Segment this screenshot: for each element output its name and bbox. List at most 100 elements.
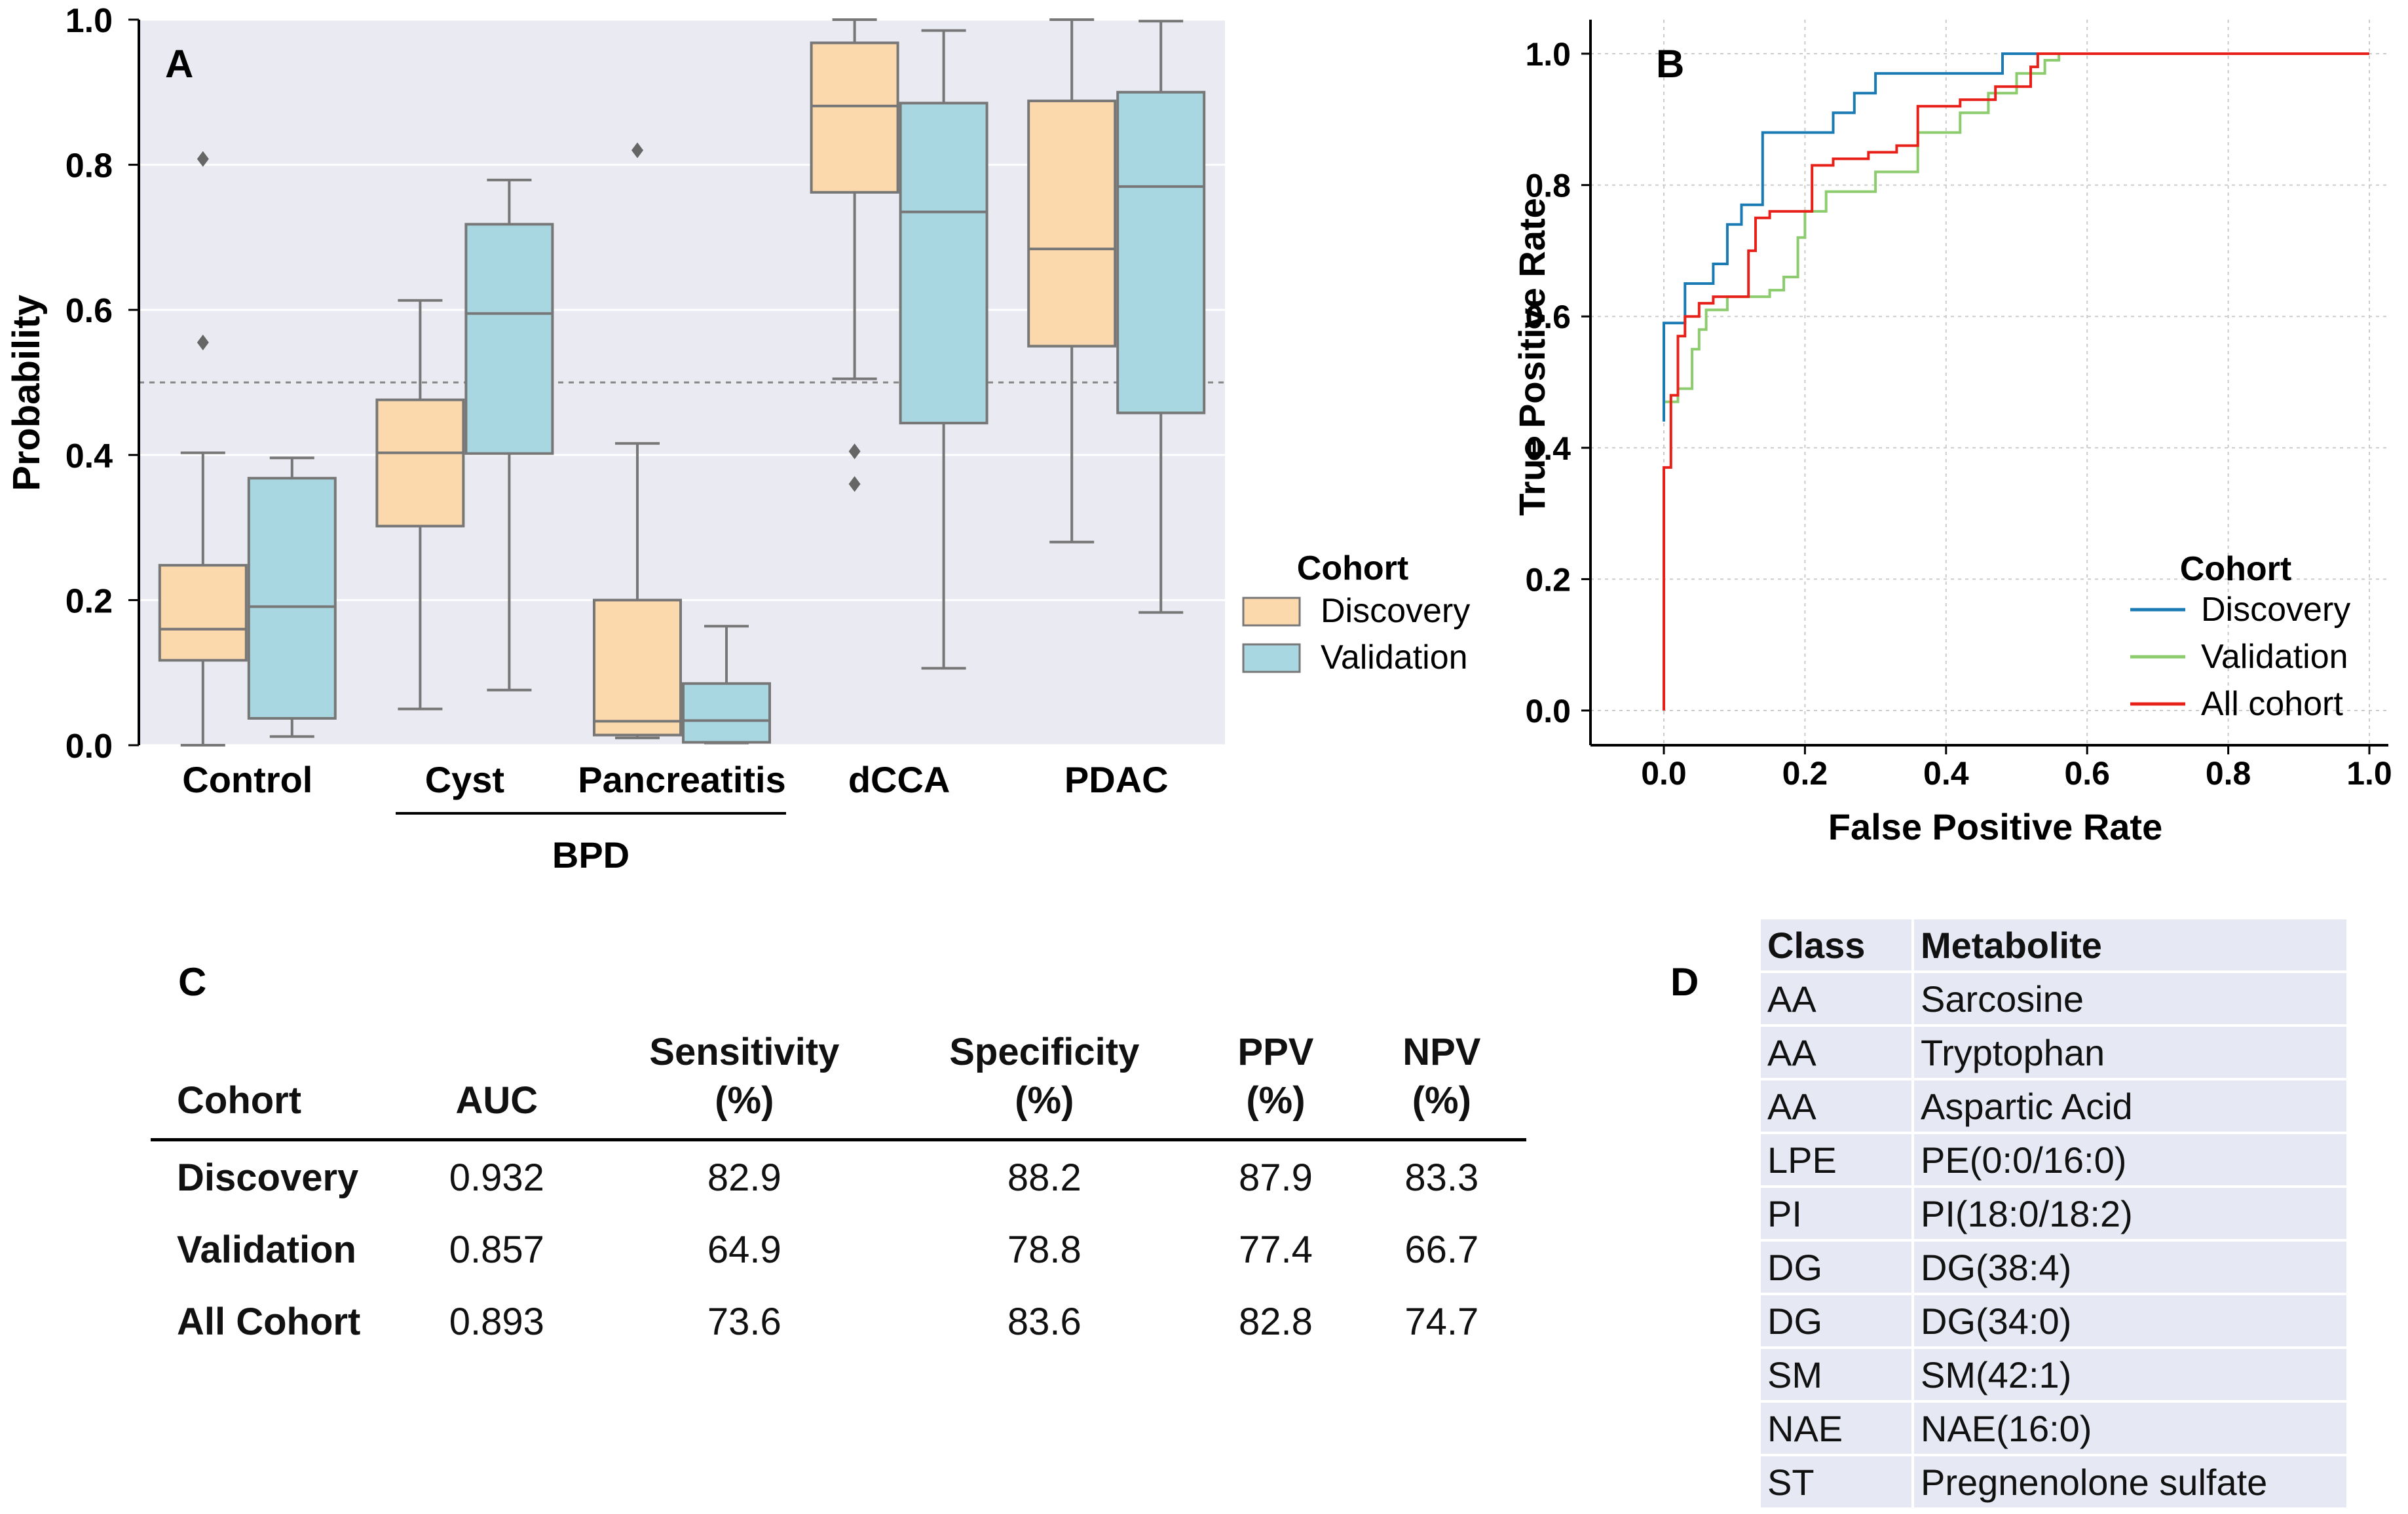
roc-curve-discovery — [1663, 52, 2369, 422]
table-cell: 64.9 — [707, 1228, 781, 1271]
boxplot-legend-label-discovery: Discovery — [1321, 592, 1470, 630]
metabolite-table: Class Metabolite AA Sarcosine AA Tryptopha… — [1761, 917, 2349, 1510]
table-cell: 0.932 — [449, 1156, 544, 1199]
table-cell: 87.9 — [1239, 1156, 1313, 1199]
table-cell: DG — [1761, 1242, 1914, 1293]
table-cell: Validation — [177, 1228, 356, 1271]
table-cell: SM — [1761, 1349, 1914, 1400]
table-cell: ST — [1761, 1456, 1914, 1507]
box-discovery-pancreatitis — [593, 142, 682, 739]
table-cell: LPE — [1761, 1134, 1914, 1185]
table-row: Discovery 0.932 82.9 88.2 87.9 83.3 — [151, 1140, 1526, 1214]
table-row: LPE PE(0:0/16:0) — [1761, 1134, 2349, 1185]
table-cell: 73.6 — [707, 1300, 781, 1343]
box-body — [810, 41, 899, 194]
roc-curves — [1663, 52, 2369, 711]
roc-x-tick-label: 0.4 — [1923, 755, 1969, 792]
roc-plot-area — [1590, 20, 2388, 745]
table-row: All Cohort 0.893 73.6 83.6 82.8 74.7 — [151, 1285, 1526, 1357]
box-body — [247, 477, 337, 720]
box-body — [158, 564, 248, 662]
box-discovery-cyst — [375, 299, 465, 711]
box-outlier — [631, 142, 643, 158]
table-cell: 0.893 — [449, 1300, 544, 1343]
table-row: AA Sarcosine — [1761, 973, 2349, 1024]
table-cell: 83.6 — [1007, 1300, 1082, 1343]
header-metabolite: Metabolite — [1914, 919, 2349, 970]
boxplot-x-tick-label: dCCA — [848, 759, 950, 800]
roc-legend-title: Cohort — [2180, 550, 2291, 588]
table-row: SM SM(42:1) — [1761, 1349, 2349, 1400]
table-row: AA Tryptophan — [1761, 1027, 2349, 1078]
roc-legend-label-all: All cohort — [2201, 685, 2343, 723]
boxplot-legend-label-validation: Validation — [1321, 638, 1468, 676]
header-text: Sensitivity — [649, 1031, 840, 1073]
roc-curve-all-cohort — [1663, 52, 2369, 711]
roc-y-tick-label: 0.6 — [1525, 299, 1571, 335]
roc-x-tick-label: 0.2 — [1782, 755, 1828, 792]
box-validation-pancreatitis — [682, 625, 771, 745]
box-validation-control — [247, 456, 337, 738]
table-cell: Sarcosine — [1914, 973, 2349, 1024]
roc-y-tick-label: 1.0 — [1525, 36, 1571, 73]
roc-y-tick-label: 0.0 — [1525, 693, 1571, 729]
table-cell: Aspartic Acid — [1914, 1080, 2349, 1132]
box-body — [375, 398, 465, 528]
box-body — [1116, 90, 1206, 415]
box-outlier — [848, 443, 861, 460]
boxplot-panel: 0.0 0.2 0.4 0.6 0.8 1.0 Control Cyst Pancreatit… — [5, 2, 1470, 876]
legend-swatch-discovery — [1242, 597, 1301, 627]
box-outlier — [197, 151, 209, 167]
boxplot-legend-title: Cohort — [1297, 549, 1408, 587]
header-text: NPV — [1402, 1031, 1481, 1073]
table-cell: 66.7 — [1404, 1228, 1479, 1271]
table-cell: 78.8 — [1007, 1228, 1082, 1271]
header-class: Class — [1761, 919, 1914, 970]
roc-panel: 0.0 0.2 0.4 0.6 0.8 1.0 0.0 0.2 0.4 0.6 0.8 1.0 Fa… — [1511, 20, 2392, 847]
roc-legend-label-discovery: Discovery — [2201, 591, 2350, 629]
header-text: AUC — [455, 1079, 538, 1122]
legend-swatch-validation — [1242, 643, 1301, 673]
boxplot-y-tick-label: 0.2 — [66, 582, 113, 620]
box-validation-cyst — [464, 178, 554, 692]
table-cell: 88.2 — [1007, 1156, 1082, 1199]
box-body — [593, 599, 682, 737]
header-auc: AUC — [399, 1028, 594, 1140]
boxplot-x-tick-label: Cyst — [425, 759, 504, 800]
table-row: Validation 0.857 64.9 78.8 77.4 66.7 — [151, 1213, 1526, 1285]
panel-d-label: D — [1670, 960, 1699, 1004]
table-cell: 82.8 — [1239, 1300, 1313, 1343]
table-cell: 0.857 — [449, 1228, 544, 1271]
table-cell: DG — [1761, 1295, 1914, 1346]
table-cell: Pregnenolone sulfate — [1914, 1456, 2349, 1507]
table-cell: SM(42:1) — [1914, 1349, 2349, 1400]
box-body — [464, 223, 554, 455]
table-cell: PI — [1761, 1188, 1914, 1239]
table-cell: DG(38:4) — [1914, 1242, 2349, 1293]
table-cell: DG(34:0) — [1914, 1295, 2349, 1346]
box-validation-pdac — [1116, 20, 1206, 614]
roc-x-label: False Positive Rate — [1828, 806, 2162, 847]
table-cell: PI(18:0/18:2) — [1914, 1188, 2349, 1239]
table-row: PI PI(18:0/18:2) — [1761, 1188, 2349, 1239]
boxplot-y-tick-label: 0.4 — [66, 437, 113, 475]
table-header-row: Cohort AUC Sensitivity (%) Specificity (%)… — [151, 1028, 1526, 1140]
table-cell: Tryptophan — [1914, 1027, 2349, 1078]
roc-curve-validation — [1663, 52, 2369, 415]
roc-legend: Cohort Discovery Validation All cohort — [2130, 550, 2350, 723]
table-cell: AA — [1761, 1080, 1914, 1132]
header-text: PPV — [1237, 1031, 1314, 1073]
table-cell: NAE(16:0) — [1914, 1403, 2349, 1454]
boxplot-x-tick-labels: Control Cyst Pancreatitis dCCA PDAC — [182, 759, 1168, 800]
box-discovery-dcca — [810, 18, 899, 492]
table-cell: AA — [1761, 1027, 1914, 1078]
roc-y-tick-label: 0.8 — [1525, 168, 1571, 204]
table-header-row: Class Metabolite — [1761, 919, 2349, 970]
roc-x-tick-label: 0.8 — [2206, 755, 2251, 792]
roc-y-tick-labels: 0.0 0.2 0.4 0.6 0.8 1.0 — [1525, 36, 1571, 729]
boxplot-y-label: Probability — [5, 295, 48, 491]
boxplot-y-tick-labels: 0.0 0.2 0.4 0.6 0.8 1.0 — [66, 2, 113, 766]
table-cell: 83.3 — [1404, 1156, 1479, 1199]
panel-c-label: C — [178, 960, 206, 1004]
